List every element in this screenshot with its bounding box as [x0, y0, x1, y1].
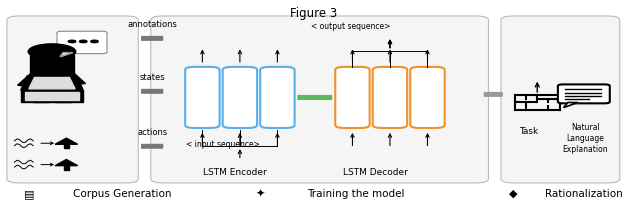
- Text: Natural
Language
Explanation: Natural Language Explanation: [563, 122, 608, 153]
- Bar: [55, 79, 71, 102]
- Polygon shape: [60, 53, 72, 57]
- Circle shape: [28, 45, 76, 60]
- Bar: [64, 166, 69, 170]
- Text: Corpus Generation: Corpus Generation: [72, 188, 171, 198]
- Text: Task: Task: [520, 126, 539, 135]
- FancyBboxPatch shape: [185, 68, 220, 128]
- Text: Training the model: Training the model: [307, 188, 404, 198]
- Circle shape: [91, 41, 99, 43]
- FancyBboxPatch shape: [335, 68, 370, 128]
- FancyBboxPatch shape: [501, 17, 620, 183]
- Text: Rationalization: Rationalization: [545, 188, 623, 198]
- Text: LSTM Encoder: LSTM Encoder: [204, 167, 267, 176]
- Text: ◆: ◆: [509, 188, 518, 198]
- Text: ▤: ▤: [24, 188, 34, 198]
- Polygon shape: [55, 160, 77, 166]
- Bar: [25, 93, 79, 100]
- Polygon shape: [55, 139, 77, 145]
- FancyBboxPatch shape: [223, 68, 257, 128]
- Text: < output sequence>: < output sequence>: [311, 22, 390, 30]
- Bar: [56, 71, 85, 86]
- Polygon shape: [29, 78, 75, 89]
- Bar: [64, 145, 69, 149]
- FancyBboxPatch shape: [57, 32, 107, 54]
- FancyBboxPatch shape: [558, 85, 610, 104]
- Circle shape: [68, 41, 76, 43]
- Bar: [17, 72, 47, 88]
- FancyBboxPatch shape: [410, 68, 445, 128]
- FancyBboxPatch shape: [151, 17, 488, 183]
- FancyBboxPatch shape: [260, 68, 294, 128]
- Polygon shape: [20, 77, 83, 91]
- Text: actions: actions: [137, 127, 168, 136]
- Bar: [30, 55, 74, 80]
- Bar: [33, 79, 49, 102]
- Text: Figure 3: Figure 3: [290, 7, 337, 20]
- Circle shape: [79, 41, 87, 43]
- Text: ✦: ✦: [255, 188, 265, 198]
- Text: states: states: [140, 72, 165, 81]
- FancyBboxPatch shape: [7, 17, 138, 183]
- FancyBboxPatch shape: [372, 68, 407, 128]
- Polygon shape: [563, 103, 578, 108]
- Text: LSTM Decoder: LSTM Decoder: [344, 167, 408, 176]
- Text: annotations: annotations: [127, 20, 177, 29]
- Text: < input sequence>: < input sequence>: [186, 139, 260, 148]
- Bar: [20, 91, 83, 102]
